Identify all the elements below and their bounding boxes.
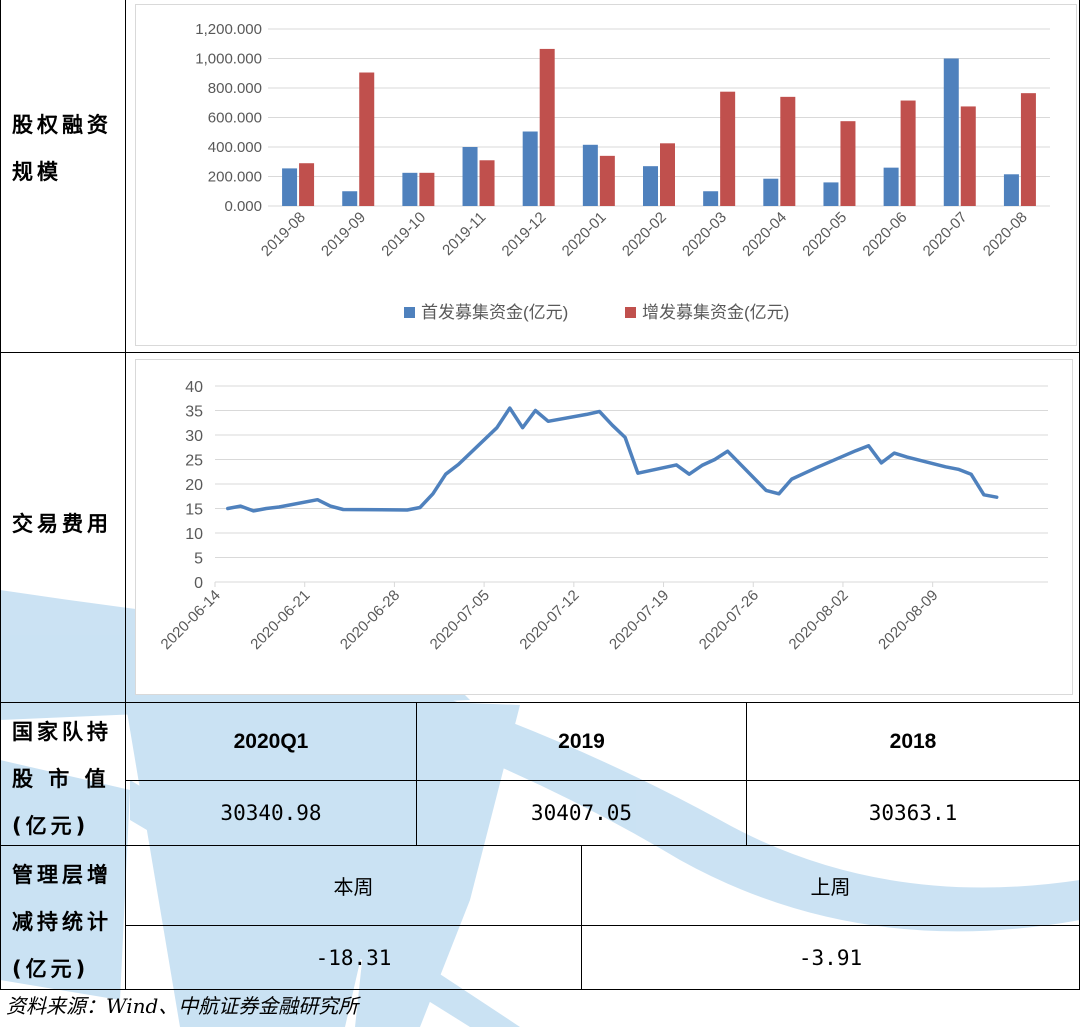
national-header-2018: 2018 bbox=[889, 729, 937, 753]
bar-seo bbox=[960, 106, 976, 206]
bar-x-tick-label: 2019-08 bbox=[258, 209, 309, 260]
management-value-this-week: -18.31 bbox=[315, 945, 392, 970]
bar-seo bbox=[419, 172, 435, 206]
bar-x-tick-label: 2019-12 bbox=[499, 209, 550, 260]
national-value-2020q1: 30340.98 bbox=[220, 801, 322, 825]
bar-ipo bbox=[282, 168, 298, 206]
bar-seo bbox=[1020, 93, 1036, 206]
line-x-tick-label: 2020-06-14 bbox=[158, 587, 224, 653]
line-x-tick-label: 2020-06-28 bbox=[337, 587, 403, 653]
label-column-divider bbox=[125, 0, 126, 990]
line-x-tick-label: 2020-07-19 bbox=[606, 587, 672, 653]
bar-x-tick-label: 2020-07 bbox=[920, 209, 971, 260]
bar-y-tick-label: 600.000 bbox=[208, 110, 262, 127]
bar-ipo bbox=[1003, 174, 1019, 206]
line-y-tick-label: 35 bbox=[185, 404, 203, 421]
bar-y-tick-label: 400.000 bbox=[208, 139, 262, 156]
bar-x-tick-label: 2019-10 bbox=[378, 209, 429, 260]
bar-y-tick-label: 0.000 bbox=[224, 198, 262, 215]
bar-seo bbox=[479, 160, 495, 206]
line-y-tick-label: 20 bbox=[185, 477, 203, 494]
bar-y-tick-label: 200.000 bbox=[208, 169, 262, 186]
row-divider-5 bbox=[125, 925, 1080, 926]
line-x-tick-label: 2020-08-09 bbox=[875, 587, 941, 653]
line-x-tick-label: 2020-06-21 bbox=[247, 587, 313, 653]
row-divider-1 bbox=[0, 352, 1080, 353]
bar-ipo bbox=[342, 191, 358, 206]
line-chart-frame: 0 5 10 15 20 25 30 35 40 2020-06-14 2020-06-21 2020… bbox=[135, 359, 1073, 695]
national-team-label: 国家队持 股 市 值 (亿元) bbox=[12, 720, 112, 838]
table-border-left bbox=[0, 0, 1, 990]
bar-x-tick-label: 2020-03 bbox=[679, 209, 730, 260]
bar-seo bbox=[660, 143, 675, 206]
bar-seo bbox=[359, 72, 375, 206]
line-y-tick-label: 40 bbox=[185, 379, 203, 396]
line-y-tick-label: 30 bbox=[185, 428, 203, 445]
national-value-2018: 30363.1 bbox=[868, 801, 958, 825]
bar-y-tick-label: 800.000 bbox=[208, 80, 262, 97]
bar-x-tick-label: 2020-08 bbox=[980, 209, 1031, 260]
bar-x-tick-label: 2020-01 bbox=[559, 209, 610, 260]
management-header-this-week: 本周 bbox=[333, 875, 374, 899]
legend-label-seo: 增发募集资金(亿元) bbox=[642, 303, 789, 322]
bar-seo bbox=[780, 96, 796, 206]
row-divider-4 bbox=[0, 845, 1080, 846]
row-divider-3 bbox=[125, 780, 1080, 781]
bar-x-tick-label: 2020-02 bbox=[619, 209, 670, 260]
bar-ipo bbox=[402, 172, 418, 206]
bar-seo bbox=[599, 155, 615, 206]
bar-ipo bbox=[883, 167, 899, 206]
line-y-tick-label: 15 bbox=[185, 502, 203, 519]
line-y-tick-label: 10 bbox=[185, 526, 203, 543]
national-header-2019: 2019 bbox=[558, 729, 605, 753]
equity-financing-label: 股权融资 规模 bbox=[12, 113, 112, 184]
bar-x-tick-label: 2019-09 bbox=[318, 209, 369, 260]
line-x-tick-label: 2020-07-26 bbox=[696, 587, 762, 653]
national-value-2019: 30407.05 bbox=[530, 801, 633, 825]
line-x-tick-label: 2020-07-05 bbox=[427, 587, 493, 653]
bar-seo bbox=[539, 48, 555, 206]
bar-y-tick-label: 1,200.000 bbox=[195, 21, 262, 38]
national-header-2020q1: 2020Q1 bbox=[233, 729, 309, 753]
bar-ipo bbox=[703, 191, 719, 206]
bar-y-tick-label: 1,000.000 bbox=[195, 51, 262, 68]
management-value-last-week: -3.91 bbox=[798, 945, 863, 970]
bar-x-tick-label: 2020-06 bbox=[859, 209, 910, 260]
bar-ipo bbox=[643, 166, 658, 206]
bar-seo bbox=[299, 163, 315, 206]
management-label: 管理层增 减持统计 (亿元) bbox=[12, 863, 112, 981]
legend-swatch-seo bbox=[625, 307, 636, 318]
management-header-last-week: 上周 bbox=[810, 875, 851, 899]
line-y-tick-label: 0 bbox=[194, 575, 203, 592]
bar-x-tick-label: 2019-11 bbox=[439, 209, 489, 259]
legend-swatch-ipo bbox=[404, 307, 415, 318]
line-y-tick-label: 25 bbox=[185, 453, 203, 470]
management-col-divider bbox=[581, 845, 582, 990]
line-y-tick-label: 5 bbox=[194, 551, 203, 568]
line-x-tick-label: 2020-07-12 bbox=[516, 587, 582, 653]
table-border-bottom bbox=[0, 989, 1080, 990]
trading-fee-line-chart: 0 5 10 15 20 25 30 35 40 2020-06-14 2020-06-21 2020… bbox=[158, 379, 1048, 653]
bar-seo bbox=[840, 121, 856, 206]
bar-ipo bbox=[462, 147, 478, 206]
bar-ipo bbox=[943, 58, 959, 206]
bar-seo bbox=[720, 91, 736, 206]
trading-fee-label: 交易费用 bbox=[12, 512, 112, 536]
bar-x-tick-label: 2020-05 bbox=[799, 209, 850, 260]
bar-ipo bbox=[763, 178, 779, 206]
source-note: 资料来源：Wind、中航证券金融研究所 bbox=[6, 994, 359, 1018]
row-divider-2 bbox=[0, 702, 1080, 703]
trading-fee-series-line bbox=[226, 406, 999, 513]
bar-ipo bbox=[823, 182, 839, 206]
line-x-tick-label: 2020-08-02 bbox=[786, 587, 852, 653]
bar-chart-frame: 0.000 200.000 400.000 600.000 800.000 1,000.0… bbox=[135, 4, 1077, 346]
equity-financing-bar-chart: 0.000 200.000 400.000 600.000 800.000 1,000.0… bbox=[195, 21, 1050, 322]
national-col-divider-2 bbox=[746, 702, 747, 845]
bar-seo bbox=[900, 100, 916, 206]
bar-ipo bbox=[522, 131, 538, 206]
national-col-divider-1 bbox=[416, 702, 417, 845]
legend-label-ipo: 首发募集资金(亿元) bbox=[421, 303, 568, 322]
bar-x-tick-label: 2020-04 bbox=[739, 209, 790, 260]
bar-ipo bbox=[582, 144, 598, 206]
